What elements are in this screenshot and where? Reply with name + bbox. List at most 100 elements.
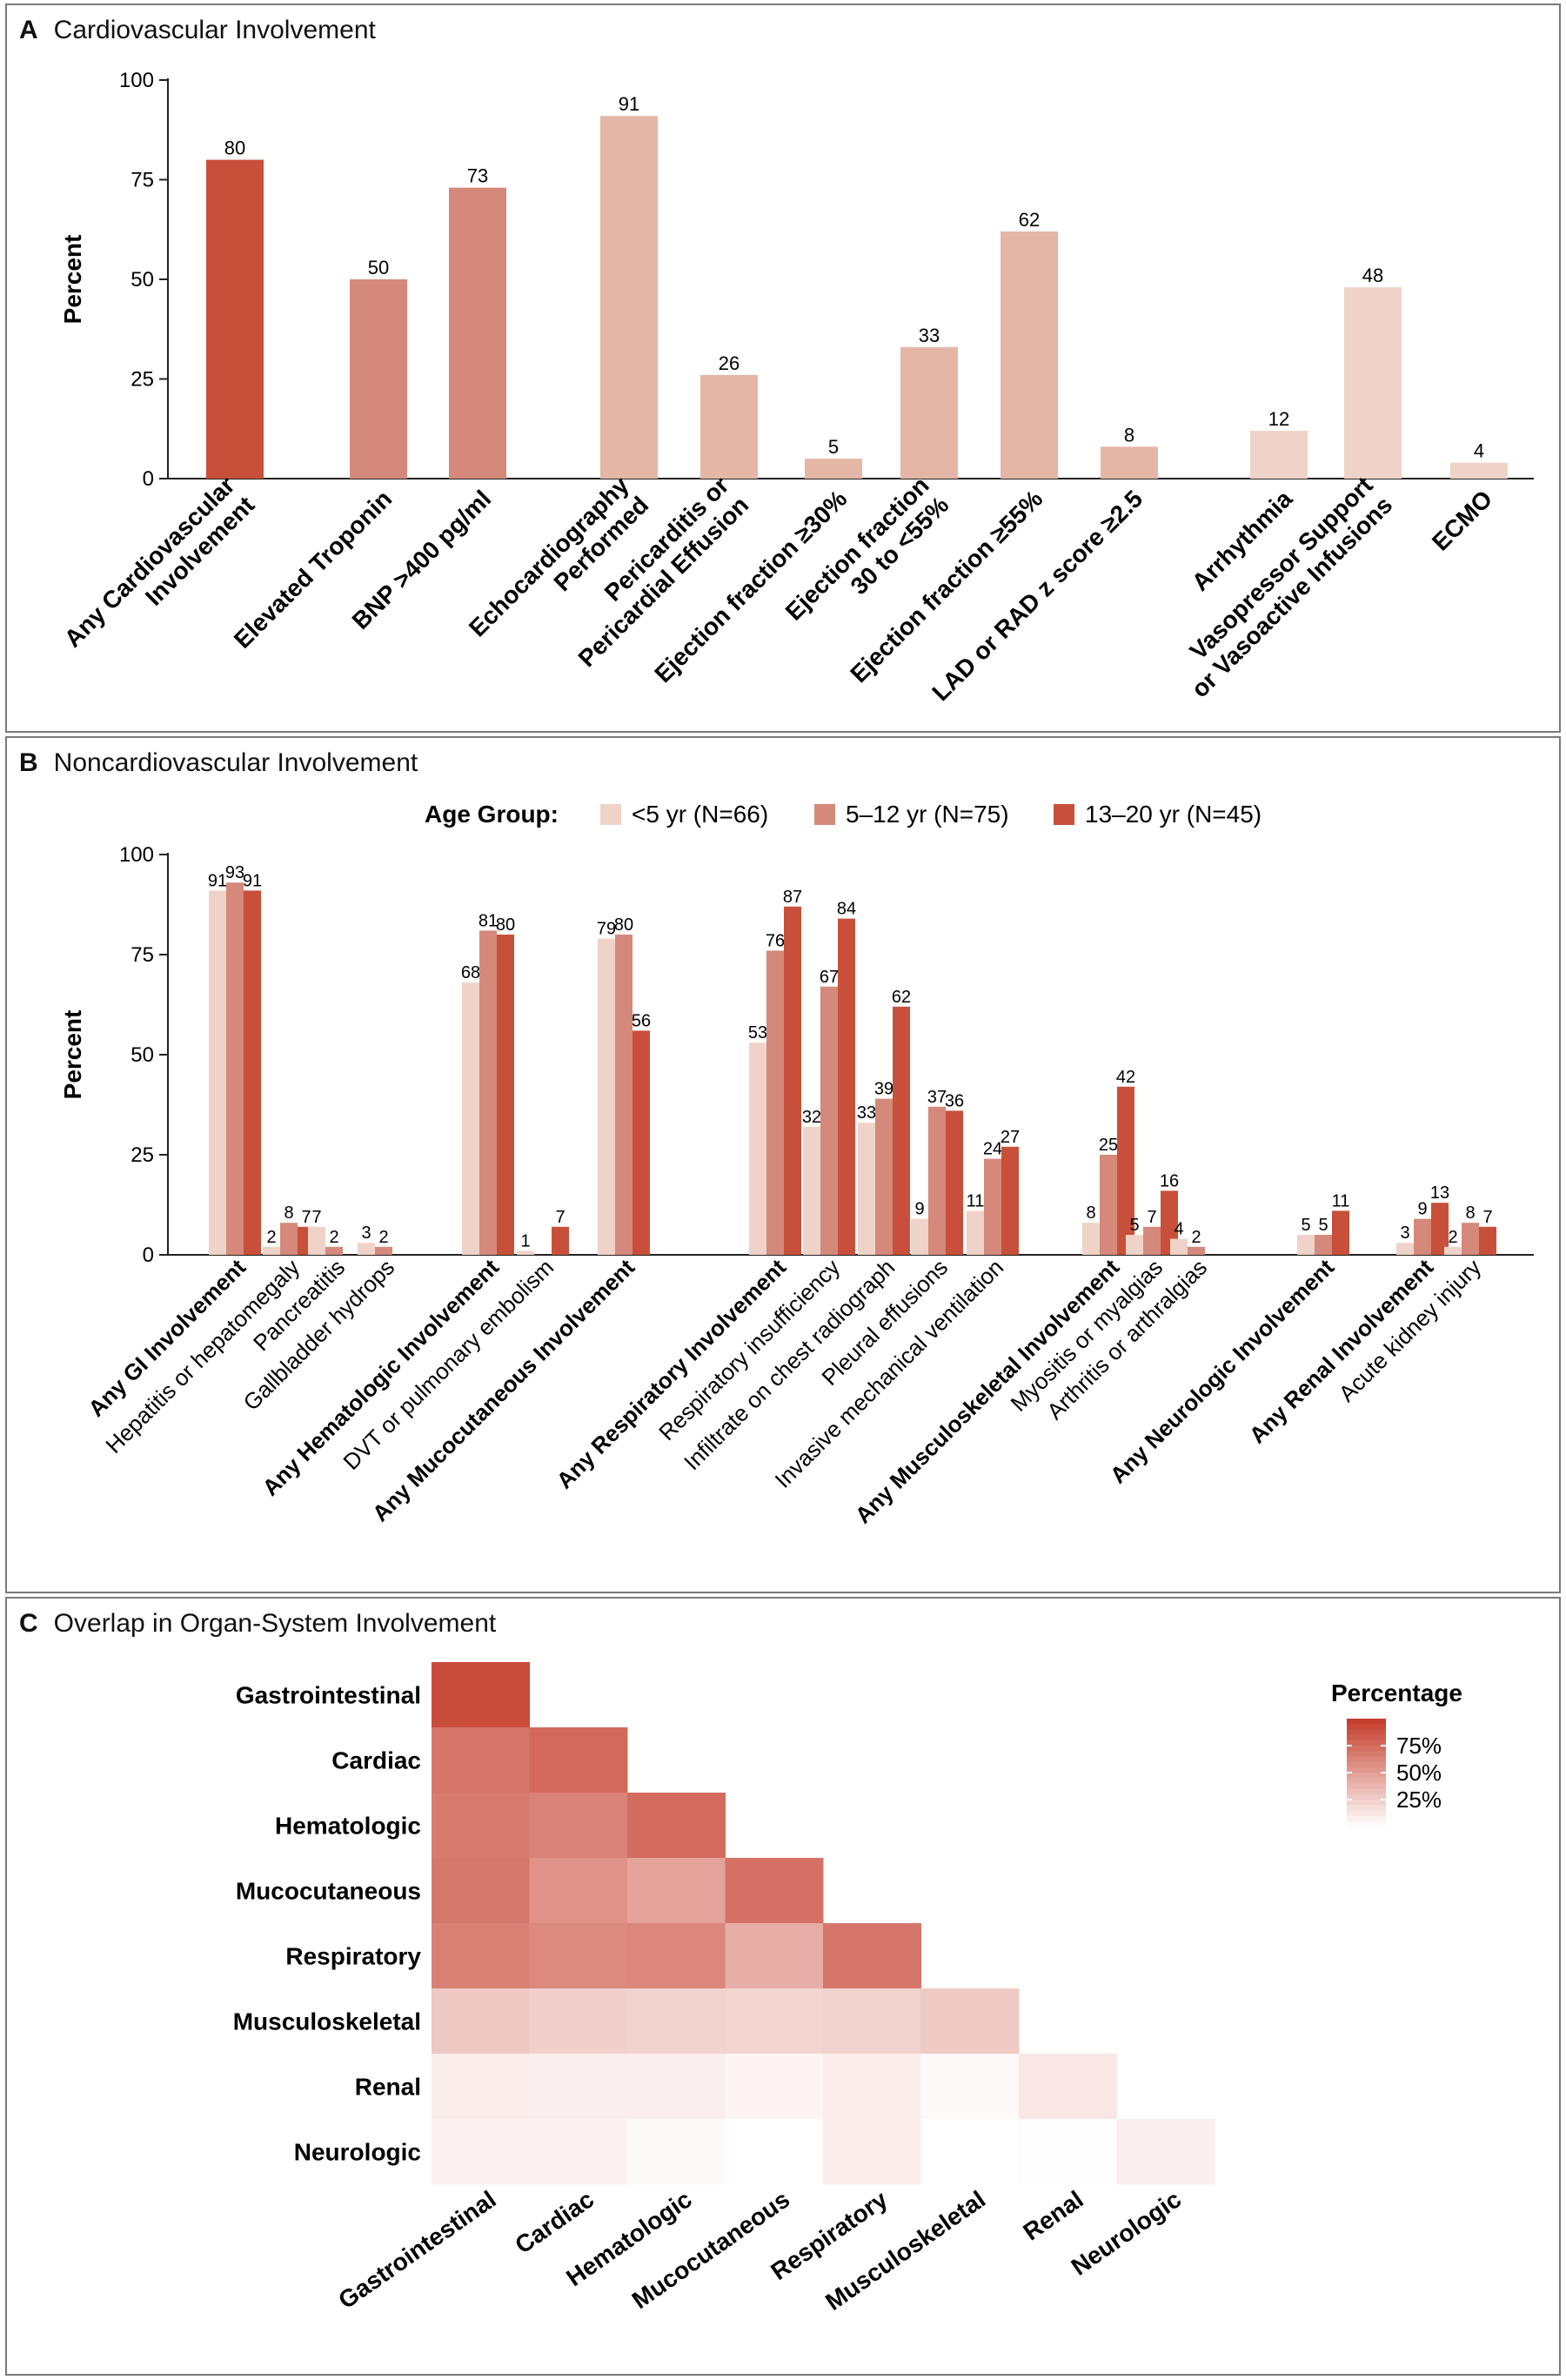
data-label: 5 bbox=[1129, 1216, 1139, 1235]
data-label: 8 bbox=[284, 1203, 293, 1223]
heatmap-cell bbox=[725, 1988, 824, 2055]
legend-gradient-step bbox=[1347, 1783, 1386, 1790]
data-label: 5 bbox=[1301, 1216, 1310, 1235]
legend-gradient-step bbox=[1347, 1740, 1386, 1746]
panel-c-title-text: Overlap in Organ-System Involvement bbox=[53, 1609, 497, 1638]
y-tick-label: 75 bbox=[130, 169, 154, 192]
legend-swatch bbox=[814, 804, 835, 825]
panel-noncardiovascular: B Noncardiovascular Involvement 0 25 50 75 10… bbox=[5, 736, 1561, 1593]
bar bbox=[858, 1123, 875, 1255]
bar bbox=[1170, 1238, 1188, 1255]
data-label: 7 bbox=[1482, 1208, 1492, 1227]
legend-gradient-step bbox=[1347, 1778, 1386, 1784]
data-label: 11 bbox=[967, 1191, 985, 1210]
bar bbox=[632, 1030, 650, 1255]
bar bbox=[1450, 462, 1508, 479]
bar bbox=[358, 1243, 375, 1255]
data-label: 3 bbox=[1400, 1224, 1409, 1243]
heatmap-cell bbox=[529, 1727, 628, 1793]
y-tick-label: 0 bbox=[143, 1244, 154, 1267]
x-tick-label-line: ECMO bbox=[1427, 485, 1497, 555]
bar bbox=[946, 1110, 963, 1255]
heatmap-cell bbox=[432, 1662, 530, 1728]
data-label: 93 bbox=[225, 863, 244, 882]
data-label: 26 bbox=[719, 352, 740, 374]
legend-tick-label: 75% bbox=[1396, 1733, 1442, 1759]
data-label: 91 bbox=[619, 93, 639, 115]
bar bbox=[875, 1098, 893, 1255]
bar bbox=[1431, 1203, 1449, 1255]
column-label: Renal bbox=[1018, 2186, 1088, 2246]
row-label: Mucocutaneous bbox=[236, 1878, 421, 1905]
legend-gradient-step bbox=[1347, 1756, 1386, 1763]
column-label: Gastrointestinal bbox=[333, 2186, 500, 2315]
legend-label: 5–12 yr (N=75) bbox=[846, 801, 1009, 828]
y-tick-label: 50 bbox=[130, 1043, 154, 1067]
bar bbox=[1143, 1226, 1161, 1255]
bar bbox=[1126, 1235, 1143, 1255]
bar bbox=[375, 1246, 392, 1255]
data-label: 48 bbox=[1362, 265, 1383, 286]
bar bbox=[325, 1246, 343, 1255]
data-label: 7 bbox=[1147, 1208, 1156, 1227]
bar bbox=[1344, 287, 1402, 479]
heatmap-cell bbox=[725, 1858, 824, 1924]
data-label: 91 bbox=[243, 871, 262, 890]
legend-label: 13–20 yr (N=45) bbox=[1085, 801, 1262, 828]
x-tick-label: LAD or RAD z score ≥2.5 bbox=[927, 485, 1148, 706]
x-tick-label-line: Any Cardiovascular bbox=[59, 472, 240, 653]
legend-title: Percentage bbox=[1331, 1679, 1462, 1706]
legend-gradient-step bbox=[1347, 1793, 1386, 1800]
legend-gradient-step bbox=[1347, 1815, 1386, 1822]
heatmap-cell bbox=[432, 1793, 530, 1859]
heatmap-cell bbox=[529, 1923, 628, 1989]
data-label: 5 bbox=[1318, 1216, 1328, 1235]
bar bbox=[805, 459, 862, 479]
legend-gradient-step bbox=[1347, 1788, 1386, 1795]
panel-b-letter: B bbox=[19, 748, 38, 777]
bar bbox=[600, 116, 658, 479]
y-tick-label: 25 bbox=[130, 1143, 154, 1167]
data-label: 24 bbox=[983, 1140, 1002, 1159]
bar bbox=[280, 1223, 298, 1255]
bar bbox=[1297, 1235, 1315, 1255]
bar bbox=[1100, 1155, 1117, 1255]
heatmap-cell bbox=[823, 1923, 921, 1989]
legend-label: <5 yr (N=66) bbox=[632, 801, 768, 828]
panel-b-title: B Noncardiovascular Involvement bbox=[19, 748, 418, 778]
heatmap-cell bbox=[432, 2119, 530, 2185]
row-label: Neurologic bbox=[294, 2139, 421, 2166]
heatmap-cell bbox=[627, 1923, 726, 1989]
heatmap-cell bbox=[823, 2054, 921, 2120]
heatmap-cell bbox=[529, 2119, 628, 2185]
bar bbox=[1414, 1218, 1431, 1255]
bar bbox=[838, 918, 855, 1255]
heatmap-cell bbox=[432, 1727, 530, 1793]
heatmap-cell bbox=[627, 1988, 726, 2055]
x-tick-label: Any Renal Involvement bbox=[1244, 1254, 1439, 1449]
heatmap-cell bbox=[432, 1858, 530, 1924]
heatmap-cell bbox=[627, 2119, 726, 2185]
legend-gradient-step bbox=[1347, 1820, 1386, 1827]
legend-gradient-step bbox=[1347, 1746, 1386, 1752]
bar bbox=[517, 1250, 534, 1255]
bar bbox=[1315, 1235, 1332, 1255]
heatmap-cell bbox=[627, 1793, 726, 1859]
heatmap-cell bbox=[529, 2054, 628, 2120]
data-label: 68 bbox=[461, 963, 480, 982]
legend-gradient-step bbox=[1347, 1767, 1386, 1773]
data-label: 8 bbox=[1124, 424, 1134, 446]
data-label: 4 bbox=[1474, 440, 1484, 462]
row-label: Cardiac bbox=[331, 1747, 421, 1774]
data-label: 8 bbox=[1465, 1203, 1475, 1223]
data-label: 5 bbox=[828, 436, 839, 458]
heatmap-cell bbox=[432, 2054, 530, 2120]
x-tick-label: Infiltrate on chest radiograph bbox=[679, 1254, 900, 1475]
bar bbox=[1479, 1226, 1496, 1255]
bar bbox=[1082, 1223, 1100, 1255]
bar bbox=[449, 187, 506, 479]
bar bbox=[749, 1043, 766, 1255]
bar bbox=[1001, 1146, 1019, 1255]
bar bbox=[479, 930, 497, 1255]
heatmap-cell bbox=[529, 1988, 628, 2055]
